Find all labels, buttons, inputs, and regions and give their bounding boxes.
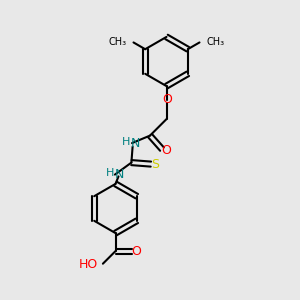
- Text: O: O: [162, 93, 172, 106]
- Text: O: O: [161, 144, 171, 157]
- Text: H: H: [122, 136, 130, 147]
- Text: CH₃: CH₃: [109, 38, 127, 47]
- Text: S: S: [152, 158, 159, 171]
- Text: CH₃: CH₃: [206, 38, 224, 47]
- Text: N: N: [114, 168, 124, 182]
- Text: N: N: [131, 137, 140, 150]
- Text: H: H: [106, 168, 114, 178]
- Text: O: O: [131, 244, 141, 258]
- Text: HO: HO: [78, 258, 98, 271]
